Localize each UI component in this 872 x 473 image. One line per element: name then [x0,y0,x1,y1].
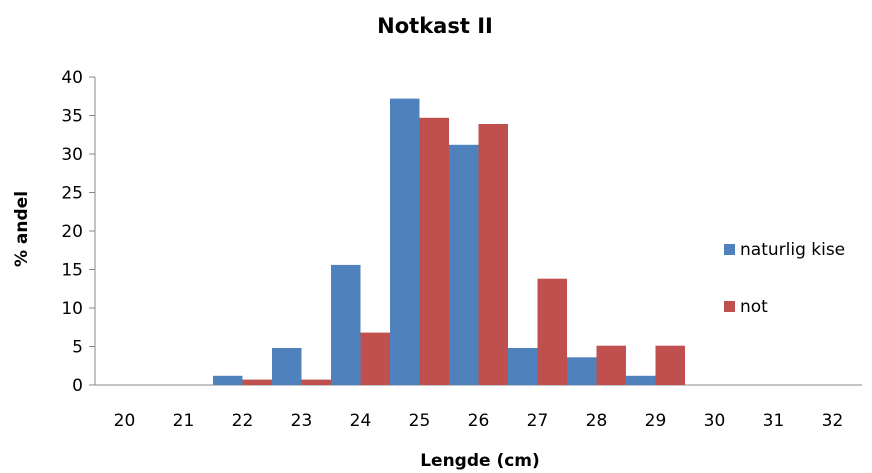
bar-naturlig-kise-29 [626,375,656,385]
bar-not-22 [242,379,272,385]
x-tick-label: 24 [350,411,372,431]
bar-not-23 [301,379,331,385]
y-tick-label: 15 [61,261,83,281]
x-tick-label: 30 [704,411,726,431]
chart-title: Notkast II [377,14,493,38]
x-tick-label: 28 [586,411,608,431]
bar-naturlig-kise-28 [567,357,597,385]
bar-naturlig-kise-23 [272,348,302,385]
x-tick-label: 23 [291,411,313,431]
y-tick-label: 5 [72,338,83,358]
bar-naturlig-kise-27 [508,348,538,385]
x-axis-title: Lengde (cm) [420,451,540,471]
bar-not-25 [419,117,449,386]
bar-naturlig-kise-26 [449,144,479,385]
y-tick-label: 0 [72,376,83,396]
x-tick-label: 26 [468,411,490,431]
y-tick-label: 30 [61,145,83,165]
bar-naturlig-kise-25 [390,98,420,385]
x-tick-label: 21 [173,411,195,431]
x-tick-label: 25 [409,411,431,431]
bar-naturlig-kise-24 [331,264,361,385]
legend: naturlig kise not [724,240,845,317]
legend-swatch [724,244,735,255]
legend-label: naturlig kise [740,240,845,260]
plot-area: 0 5 10 15 20 25 30 35 40 20 21 22 23 24 25 26 27 28 29 30 31… [61,68,862,431]
y-tick-label: 25 [61,184,83,204]
bar-not-26 [478,124,508,385]
bar-not-24 [360,332,390,385]
y-tick-label: 20 [61,222,83,242]
legend-label: not [740,297,768,317]
bar-naturlig-kise-22 [213,375,243,385]
y-tick-label: 10 [61,299,83,319]
x-tick-label: 27 [527,411,549,431]
x-tick-label: 29 [645,411,667,431]
x-tick-label: 20 [114,411,136,431]
bar-not-29 [655,345,685,385]
bar-not-28 [596,345,626,385]
y-axis-title: % andel [12,191,32,267]
y-tick-label: 40 [61,68,83,88]
x-tick-label: 22 [232,411,254,431]
bar-not-27 [537,278,567,385]
x-tick-label: 32 [822,411,844,431]
x-tick-label: 31 [763,411,785,431]
legend-swatch [724,301,735,312]
y-tick-label: 35 [61,107,83,127]
